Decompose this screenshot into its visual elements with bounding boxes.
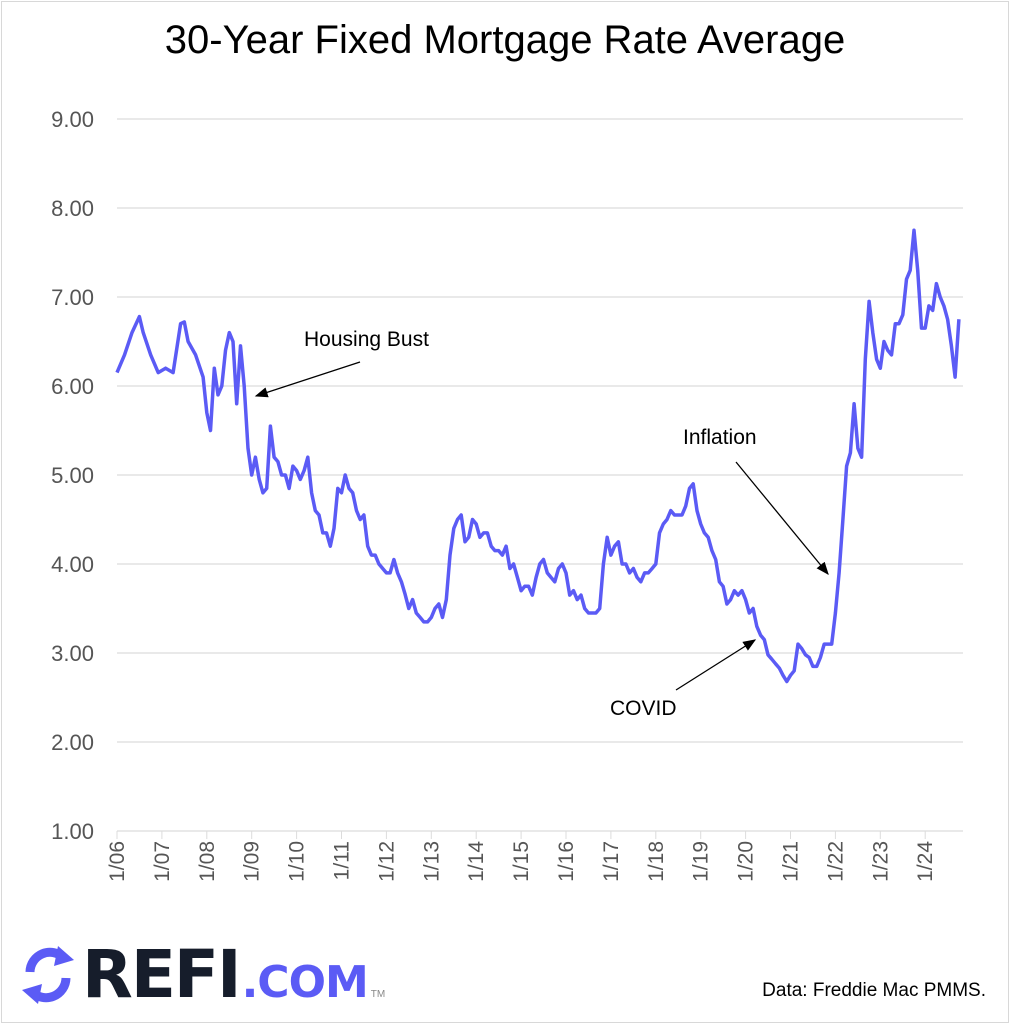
y-tick-label: 3.00 xyxy=(51,641,94,666)
x-tick-label: 1/06 xyxy=(106,841,129,882)
x-tick-label: 1/17 xyxy=(600,841,623,882)
x-tick-label: 1/19 xyxy=(690,841,713,882)
y-tick-label: 1.00 xyxy=(51,819,94,844)
x-tick-label: 1/20 xyxy=(735,841,758,882)
data-source-note: Data: Freddie Mac PMMS. xyxy=(762,980,986,1001)
y-tick-label: 5.00 xyxy=(51,463,94,488)
annotation-covid: COVID xyxy=(610,697,677,720)
x-tick-label: 1/21 xyxy=(780,841,803,882)
annotation-inflation: Inflation xyxy=(683,426,757,449)
x-tick-label: 1/23 xyxy=(869,841,892,882)
x-tick-label: 1/09 xyxy=(241,841,264,882)
series-line-mortgage-rate xyxy=(115,228,961,684)
x-tick-label: 1/18 xyxy=(645,841,668,882)
y-tick-label: 2.00 xyxy=(51,730,94,755)
logo-tm: TM xyxy=(370,989,386,1000)
y-tick-label: 6.00 xyxy=(51,374,94,399)
refi-logo: REFI .COM TM xyxy=(18,936,385,1008)
logo-com: .COM xyxy=(241,957,369,1008)
x-tick-label: 1/13 xyxy=(420,841,443,882)
x-tick-label: 1/12 xyxy=(375,841,398,882)
y-tick-label: 4.00 xyxy=(51,552,94,577)
logo-wordmark: REFI .COM TM xyxy=(82,942,385,1008)
x-tick-label: 1/22 xyxy=(824,841,847,882)
x-tick-label: 1/16 xyxy=(555,841,578,882)
logo-refi: REFI xyxy=(82,936,242,1013)
x-tick-label: 1/10 xyxy=(286,841,309,882)
x-tick-label: 1/14 xyxy=(465,841,488,882)
refresh-arrows-icon xyxy=(22,946,74,1004)
covid-arrow xyxy=(675,639,757,691)
y-tick-label: 8.00 xyxy=(51,196,94,221)
x-tick-label: 1/08 xyxy=(196,841,219,882)
inflation-arrow xyxy=(735,461,829,576)
x-tick-label: 1/15 xyxy=(510,841,533,882)
y-tick-label: 7.00 xyxy=(51,285,94,310)
x-tick-label: 1/11 xyxy=(331,841,354,880)
annotation-housing-bust: Housing Bust xyxy=(304,328,429,351)
y-tick-label: 9.00 xyxy=(51,107,94,132)
chart-title: 30-Year Fixed Mortgage Rate Average xyxy=(164,18,846,62)
x-tick-label: 1/07 xyxy=(151,841,174,882)
housing-bust-arrow xyxy=(254,361,361,398)
x-tick-label: 1/24 xyxy=(914,841,937,882)
